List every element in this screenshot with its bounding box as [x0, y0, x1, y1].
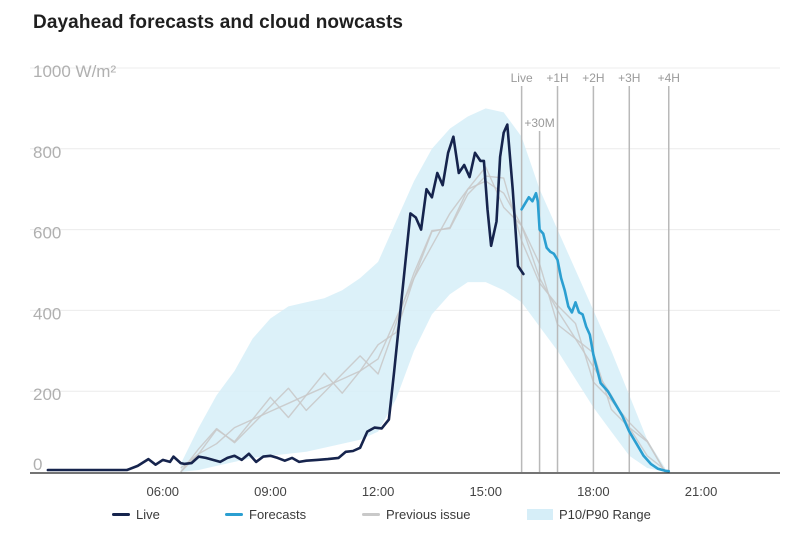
legend-label-forecasts: Forecasts — [249, 506, 307, 522]
x-tick-label-18: 18:00 — [577, 484, 610, 499]
p10-p90-range-area — [180, 108, 666, 473]
marker-label-1: Live — [511, 71, 533, 85]
x-tick-label-15: 15:00 — [469, 484, 502, 499]
y-tick-label-800: 800 — [33, 143, 61, 162]
marker-label-2: +30M — [524, 116, 554, 130]
legend-label-range: P10/P90 Range — [559, 506, 651, 522]
legend-item-previous-issue[interactable]: Previous issue — [362, 503, 471, 525]
x-tick-labels: 06:00 09:00 12:00 15:00 18:00 21:00 — [147, 484, 718, 499]
forecast-series — [520, 191, 671, 473]
legend-swatch-forecasts — [225, 512, 243, 516]
previous-issue-line-3 — [180, 175, 666, 473]
marker-label-3: +1H — [546, 71, 568, 85]
chart-title: Dayahead forecasts and cloud nowcasts — [33, 12, 404, 33]
range-area — [180, 108, 666, 473]
x-tick-label-21: 21:00 — [685, 484, 718, 499]
legend-item-live[interactable]: Live — [112, 503, 160, 525]
marker-label-6: +4H — [658, 71, 680, 85]
legend-label-live: Live — [136, 506, 160, 522]
legend-label-previous-issue: Previous issue — [386, 506, 471, 522]
legend-swatch-range — [527, 508, 553, 520]
legend-swatch-previous-issue — [362, 512, 380, 516]
x-tick-label-9: 09:00 — [254, 484, 287, 499]
chart-legend: Live Forecasts Previous issue P10/P90 Ra… — [0, 503, 800, 525]
y-tick-label-600: 600 — [33, 224, 61, 243]
y-tick-labels: 0 200 400 600 800 1000 W/m² — [33, 62, 116, 474]
y-tick-label-400: 400 — [33, 304, 61, 323]
previous-issue-lines — [180, 166, 666, 473]
y-tick-label-0: 0 — [33, 455, 42, 474]
legend-item-range[interactable]: P10/P90 Range — [527, 503, 651, 525]
legend-swatch-live — [112, 512, 130, 516]
legend-item-forecasts[interactable]: Forecasts — [225, 503, 306, 525]
marker-label-4: +2H — [582, 71, 604, 85]
y-tick-label-1000: 1000 W/m² — [33, 62, 116, 81]
forecast-line — [520, 191, 671, 473]
x-tick-label-6: 06:00 — [147, 484, 180, 499]
x-tick-label-12: 12:00 — [362, 484, 395, 499]
marker-label-5: +3H — [618, 71, 640, 85]
y-tick-label-200: 200 — [33, 385, 61, 404]
live-series — [46, 123, 525, 472]
live-line — [46, 123, 525, 472]
previous-issue-line-2 — [180, 166, 666, 473]
time-markers: Live +30M +1H +2H +3H +4H — [511, 71, 680, 472]
